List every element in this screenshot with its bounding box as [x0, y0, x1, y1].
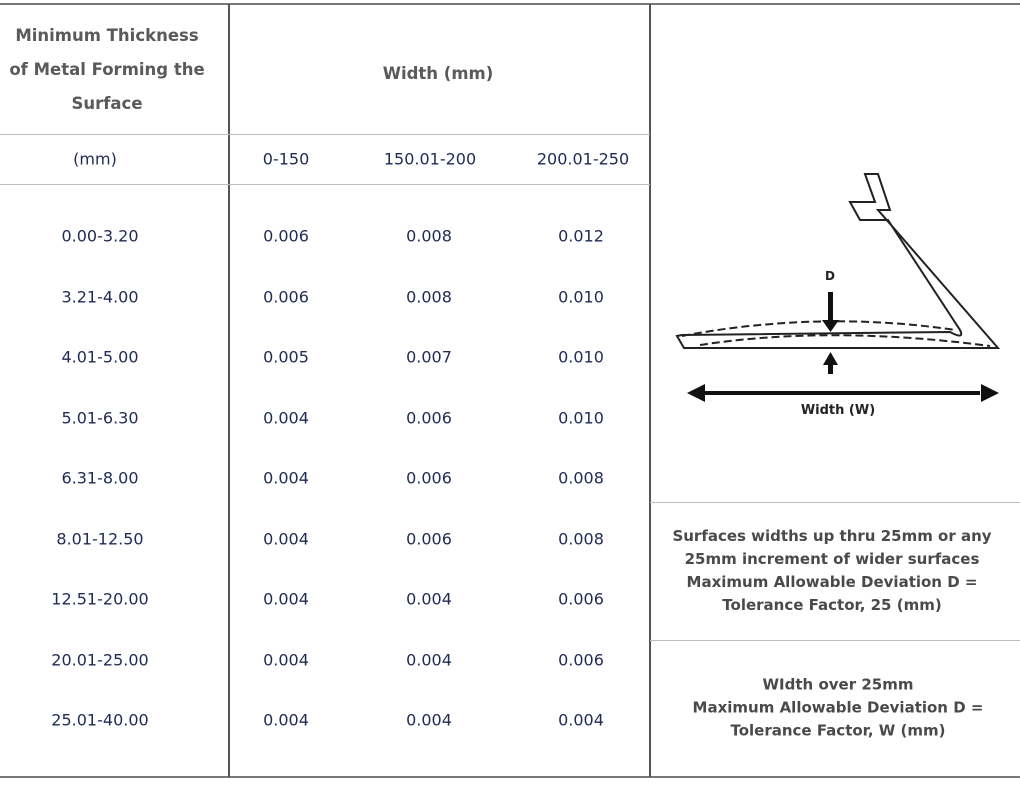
- width-arrow-right: [981, 384, 999, 402]
- thickness-cell: 0.00-3.20: [61, 226, 139, 246]
- note-line: 25mm increment of wider surfaces: [684, 550, 980, 568]
- tolerance-cell: 0.007: [406, 347, 452, 367]
- deviation-diagram: D Width (W): [675, 173, 1001, 418]
- note-wide-surfaces: WIdth over 25mm Maximum Allowable Deviat…: [693, 674, 984, 743]
- tolerance-cell: 0.004: [263, 589, 309, 609]
- thickness-cell: 3.21-4.00: [61, 287, 139, 306]
- tolerance-cell: 0.008: [406, 287, 452, 306]
- tolerance-cell: 0.004: [406, 710, 452, 730]
- arrow-up-head: [823, 352, 838, 365]
- width-header: Width (mm): [382, 64, 494, 83]
- tolerance-cell: 0.006: [406, 529, 452, 548]
- width-w-label: Width (W): [801, 403, 875, 418]
- note-line: Tolerance Factor, W (mm): [730, 721, 946, 740]
- unit-header: (mm): [73, 149, 117, 169]
- arrow-down-head: [822, 320, 839, 332]
- note-line: Tolerance Factor, 25 (mm): [722, 596, 942, 614]
- thickness-cell: 25.01-40.00: [51, 710, 149, 730]
- thickness-cell: 6.31-8.00: [61, 468, 139, 488]
- thickness-header: Minimum Thickness of Metal Forming the S…: [9, 19, 204, 121]
- width-range-header: 200.01-250: [536, 149, 630, 169]
- thickness-header-line: of Metal Forming the: [9, 60, 205, 79]
- bracket-shape: [675, 173, 1001, 349]
- row-divider: [0, 184, 650, 185]
- tolerance-cell: 0.004: [263, 529, 309, 548]
- tolerance-cell: 0.004: [263, 710, 309, 730]
- tolerance-cell: 0.008: [558, 529, 604, 548]
- d-label: D: [825, 269, 835, 283]
- tolerance-cell: 0.006: [406, 468, 452, 488]
- tolerance-cell: 0.010: [558, 347, 604, 367]
- note-narrow-surfaces: Surfaces widths up thru 25mm or any 25mm…: [672, 525, 991, 617]
- tolerance-cell: 0.006: [263, 226, 309, 246]
- width-arrow-shaft: [700, 391, 980, 395]
- thickness-cell: 8.01-12.50: [56, 529, 144, 548]
- tolerance-cell: 0.006: [406, 408, 452, 427]
- width-range-header: 150.01-200: [383, 149, 477, 169]
- note-line: WIdth over 25mm: [762, 675, 914, 694]
- thickness-cell: 12.51-20.00: [51, 589, 149, 609]
- tolerance-cell: 0.004: [558, 710, 604, 730]
- tolerance-cell: 0.005: [263, 347, 309, 367]
- thickness-cell: 5.01-6.30: [61, 408, 139, 427]
- thickness-cell: 20.01-25.00: [51, 650, 149, 669]
- tolerance-cell: 0.004: [263, 650, 309, 669]
- top-border: [0, 3, 1020, 5]
- arrow-down-shaft: [828, 292, 833, 322]
- tolerance-cell: 0.004: [406, 650, 452, 669]
- deflection-upper: [681, 320, 956, 337]
- tolerance-cell: 0.006: [558, 650, 604, 669]
- bottom-border: [0, 776, 1020, 778]
- tolerance-cell: 0.008: [558, 468, 604, 488]
- thickness-cell: 4.01-5.00: [61, 347, 139, 367]
- tolerance-cell: 0.006: [558, 589, 604, 609]
- thickness-header-line: Minimum Thickness: [15, 26, 199, 45]
- note-line: Maximum Allowable Deviation D =: [692, 698, 984, 717]
- tolerance-cell: 0.010: [558, 287, 604, 306]
- row-divider: [650, 640, 1020, 641]
- row-divider: [650, 502, 1020, 503]
- deflection-lower: [699, 334, 991, 347]
- tolerance-cell: 0.006: [263, 287, 309, 306]
- tolerance-cell: 0.004: [263, 408, 309, 427]
- tolerance-cell: 0.010: [558, 408, 604, 427]
- arrow-up-shaft: [828, 364, 833, 374]
- note-line: Surfaces widths up thru 25mm or any: [672, 527, 992, 545]
- width-arrow-left: [687, 384, 705, 402]
- tolerance-cell: 0.004: [406, 589, 452, 609]
- tolerance-cell: 0.004: [263, 468, 309, 488]
- thickness-header-line: Surface: [71, 94, 143, 113]
- note-line: Maximum Allowable Deviation D =: [686, 573, 978, 591]
- column-divider: [649, 4, 651, 777]
- tolerance-cell: 0.012: [558, 226, 604, 246]
- row-divider: [0, 134, 650, 135]
- width-range-header: 0-150: [262, 149, 310, 169]
- column-divider: [228, 4, 230, 777]
- tolerance-cell: 0.008: [406, 226, 452, 246]
